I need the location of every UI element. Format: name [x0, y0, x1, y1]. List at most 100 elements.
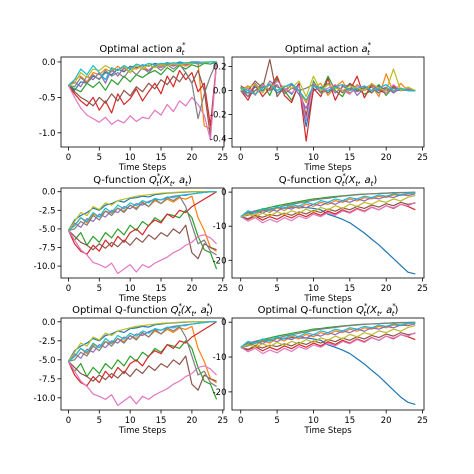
- chart-title: Q-function Q* t(Xt, at): [93, 172, 192, 188]
- x-tick-label: 25: [217, 416, 228, 426]
- y-tick-label: -7.5: [39, 375, 56, 385]
- y-tick-label: -10.0: [34, 262, 56, 272]
- title-subscript: t: [156, 180, 159, 188]
- chart-title: Q-function Q* t(Xt, at): [279, 172, 378, 188]
- series-line-6: [67, 355, 217, 391]
- axes-frame: [231, 317, 425, 411]
- x-tick-label: 15: [344, 416, 355, 426]
- subplot-1: 0 5 10 15 20 25 0.0 -0.5 -1.0 Time Steps Optimal a…: [39, 41, 228, 173]
- title-args-tail: , a: [194, 305, 207, 316]
- series-line-3: [68, 61, 217, 93]
- x-axis-label: Time Steps: [303, 294, 352, 304]
- x-tick-label: 25: [217, 284, 228, 294]
- x-tick-label: 5: [274, 416, 279, 426]
- x-tick-label: 25: [417, 153, 428, 163]
- series-line-9: [68, 61, 217, 86]
- title-text: Optimal Q-function: [258, 305, 357, 316]
- axes-frame: [231, 56, 425, 148]
- series-line-10: [68, 321, 217, 362]
- y-tick-label: -1.0: [39, 129, 56, 139]
- title-args: (X: [159, 175, 171, 186]
- title-args-tail: , a: [173, 175, 186, 186]
- y-tick-label: -5.0: [39, 356, 56, 366]
- x-tick-label: 5: [97, 153, 102, 163]
- title-superscript: *: [368, 41, 372, 49]
- series-line-1: [68, 61, 217, 91]
- title-tail-subscript: t: [206, 310, 209, 318]
- y-tick-label: -10.0: [34, 394, 56, 404]
- x-tick-label: 10: [308, 284, 319, 294]
- x-tick-label: 0: [66, 153, 71, 163]
- chart-title: Optimal action a* t: [285, 41, 372, 57]
- title-text: Optimal action: [285, 44, 362, 55]
- axes-frame: [231, 187, 425, 279]
- series-line-10: [240, 192, 416, 218]
- title-subscript: t: [178, 310, 181, 318]
- title-math: Q: [149, 175, 157, 186]
- series-line-8: [68, 61, 218, 120]
- series-line-8: [240, 191, 416, 218]
- subplot-3: 0 5 10 15 20 25 0.0 -2.5 -5.0 -7.5 -10.0 Time Steps…: [34, 172, 229, 304]
- subplot-4: 0 5 10 15 20 25 0 -10 -20 Time Steps Q-function Q*…: [213, 172, 428, 304]
- series-line-9: [67, 321, 217, 362]
- series-line-10: [240, 322, 416, 348]
- series-line-3: [67, 209, 218, 270]
- series-line-4: [67, 321, 217, 387]
- y-tick-label: -20: [213, 388, 227, 398]
- x-tick-label: 0: [238, 284, 243, 294]
- series-line-2: [240, 322, 416, 348]
- x-tick-label: 25: [417, 284, 428, 294]
- title-tail-subscript: t: [392, 310, 395, 318]
- x-tick-label: 25: [217, 153, 228, 163]
- title-math: Q: [335, 175, 343, 186]
- title-tail-subscript: t: [185, 180, 188, 188]
- title-math: Q: [356, 305, 364, 316]
- y-tick-label: -2.5: [39, 337, 56, 347]
- title-args: (X: [366, 305, 378, 316]
- series-line-3: [67, 340, 218, 400]
- x-tick-label: 5: [274, 153, 279, 163]
- x-tick-label: 15: [156, 284, 167, 294]
- title-tail-superscript: *: [207, 302, 211, 310]
- title-args-subscript: t: [377, 310, 380, 318]
- title-math: a: [176, 44, 182, 55]
- title-text: Q-function: [279, 175, 335, 186]
- y-tick-label: 0.2: [213, 63, 227, 73]
- series-line-10: [240, 82, 416, 101]
- y-tick-label: -7.5: [39, 244, 56, 254]
- x-tick-label: 20: [186, 284, 197, 294]
- x-tick-label: 15: [156, 416, 167, 426]
- x-tick-label: 25: [417, 416, 428, 426]
- series-line-7: [67, 361, 218, 407]
- chart-title: Optimal action a* t: [99, 41, 186, 57]
- axes-frame: [60, 56, 225, 148]
- title-end: ): [395, 305, 399, 316]
- title-text: Optimal action: [99, 44, 176, 55]
- series-line-5: [240, 80, 416, 110]
- y-tick-label: 0.0: [42, 318, 56, 328]
- y-tick-label: 0: [221, 318, 226, 328]
- y-tick-label: -10: [213, 353, 227, 363]
- title-superscript: *: [178, 302, 182, 310]
- x-tick-label: 10: [125, 284, 136, 294]
- series-line-8: [68, 195, 217, 256]
- series-line-7: [240, 332, 416, 355]
- x-tick-label: 0: [238, 153, 243, 163]
- series-line-10: [68, 61, 217, 86]
- title-end: ): [209, 305, 213, 316]
- chart-title: Optimal Q-function Q* t(Xt, a* t): [258, 302, 399, 318]
- title-end: ): [373, 175, 377, 186]
- x-axis-label: Time Steps: [118, 426, 167, 436]
- chart-title: Optimal Q-function Q* t(Xt, a* t): [72, 302, 213, 318]
- y-tick-label: 0.0: [42, 188, 56, 198]
- title-tail-subscript: t: [371, 180, 374, 188]
- x-tick-label: 10: [125, 416, 136, 426]
- title-args: (X: [345, 175, 357, 186]
- series-line-8: [68, 325, 217, 387]
- title-subscript: t: [367, 49, 370, 57]
- title-subscript: t: [342, 180, 345, 188]
- x-tick-label: 20: [381, 153, 392, 163]
- x-tick-label: 0: [238, 416, 243, 426]
- x-tick-label: 20: [186, 416, 197, 426]
- title-superscript: *: [342, 172, 346, 180]
